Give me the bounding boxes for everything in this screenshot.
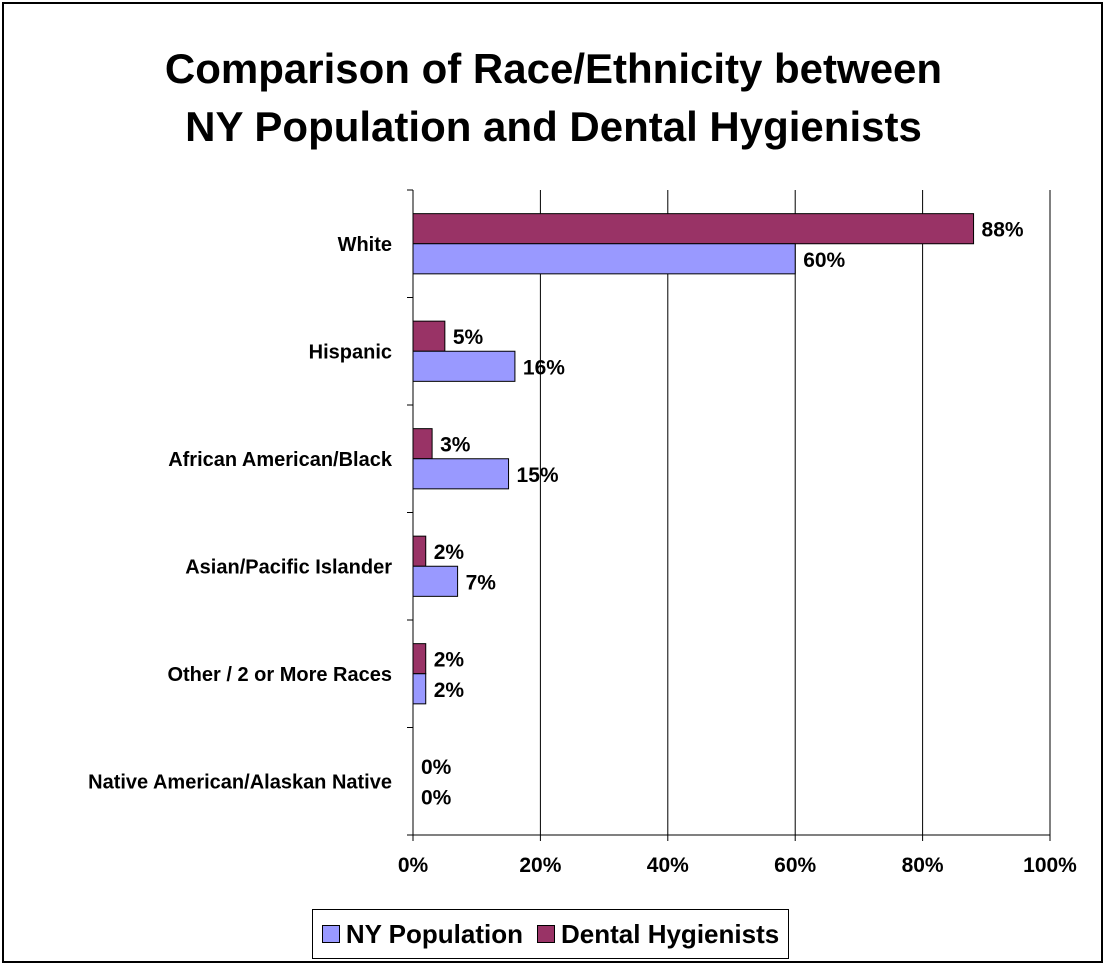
x-tick-label: 0%: [398, 854, 429, 877]
x-tick-label: 100%: [1023, 854, 1077, 877]
category-label: White: [338, 234, 392, 256]
legend-item-dental-hygienists: Dental Hygienists: [537, 919, 779, 950]
legend-item-ny-population: NY Population: [322, 919, 523, 950]
bar-dental-hygienists: [413, 429, 432, 459]
legend: NY Population Dental Hygienists: [312, 909, 789, 959]
x-tick-label: 40%: [647, 854, 689, 877]
data-label-ny-population: 15%: [517, 464, 559, 487]
bar-ny-population: [413, 459, 509, 489]
data-label-dental-hygienists: 3%: [440, 434, 471, 457]
bar-ny-population: [413, 244, 795, 274]
category-label: Native American/Alaskan Native: [88, 771, 392, 793]
x-tick-label: 20%: [519, 854, 561, 877]
data-label-dental-hygienists: 88%: [982, 219, 1024, 242]
x-tick-label: 80%: [902, 854, 944, 877]
data-label-dental-hygienists: 2%: [434, 541, 465, 564]
data-label-ny-population: 0%: [421, 786, 452, 809]
category-label: Asian/Pacific Islander: [185, 556, 392, 578]
legend-swatch-ny-population: [322, 925, 340, 943]
bar-ny-population: [413, 566, 458, 596]
x-tick-label: 60%: [774, 854, 816, 877]
category-label: Other / 2 or More Races: [167, 664, 392, 686]
data-label-ny-population: 16%: [523, 356, 565, 379]
legend-label-ny-population: NY Population: [346, 919, 523, 950]
data-label-dental-hygienists: 2%: [434, 649, 465, 672]
bar-dental-hygienists: [413, 644, 426, 674]
data-label-ny-population: 60%: [803, 249, 845, 272]
data-label-dental-hygienists: 0%: [421, 756, 452, 779]
data-label-ny-population: 7%: [466, 571, 497, 594]
legend-label-dental-hygienists: Dental Hygienists: [561, 919, 779, 950]
bar-ny-population: [413, 674, 426, 704]
category-label: African American/Black: [168, 449, 393, 471]
bar-dental-hygienists: [413, 536, 426, 566]
bar-dental-hygienists: [413, 321, 445, 351]
legend-swatch-dental-hygienists: [537, 925, 555, 943]
data-label-dental-hygienists: 5%: [453, 326, 484, 349]
data-label-ny-population: 2%: [434, 679, 465, 702]
bar-ny-population: [413, 351, 515, 381]
bar-dental-hygienists: [413, 214, 974, 244]
category-label: Hispanic: [309, 341, 392, 363]
